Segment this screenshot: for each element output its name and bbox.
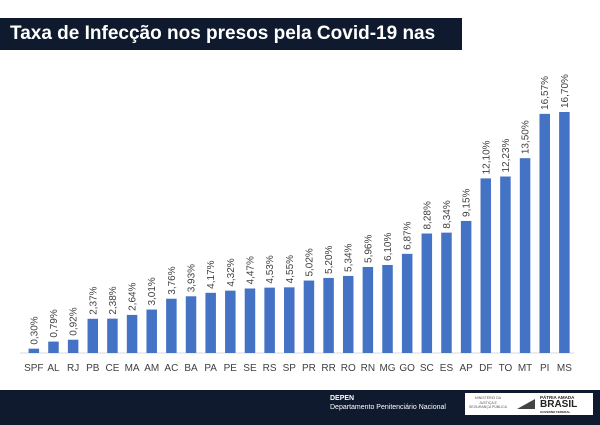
data-label-AM: 3,01% — [147, 277, 158, 305]
data-label-SP: 4,55% — [285, 255, 296, 283]
bar-AL — [48, 341, 59, 353]
org-info: DEPEN Departamento Penitenciário Naciona… — [330, 394, 446, 412]
x-tick-label-PR: PR — [302, 363, 316, 374]
brasil-logo-shape — [517, 399, 535, 409]
data-label-MG: 6,10% — [383, 233, 394, 261]
bar-PI — [539, 113, 550, 353]
bar-MT — [519, 158, 531, 353]
x-tick-label-TO: TO — [499, 363, 513, 374]
bar-PR — [303, 280, 315, 353]
bar-RN — [362, 266, 374, 353]
data-label-SPF: 0,30% — [29, 316, 40, 344]
bar-SP — [284, 287, 295, 353]
x-tick-label-RO: RO — [341, 363, 356, 374]
bar-AM — [146, 309, 157, 353]
data-label-ES: 8,34% — [442, 200, 453, 228]
x-tick-label-PI: PI — [540, 363, 549, 374]
bar-AC — [166, 298, 177, 353]
x-tick-label-RJ: RJ — [67, 363, 79, 374]
bar-MS — [559, 112, 570, 353]
government-logo: MINISTÉRIO DA JUSTIÇA E SEGURANÇA PÚBLIC… — [465, 393, 593, 415]
data-label-RJ: 0,92% — [69, 307, 80, 335]
data-label-PB: 2,37% — [88, 286, 99, 314]
ministry-logo: MINISTÉRIO DA JUSTIÇA E SEGURANÇA PÚBLIC… — [469, 396, 507, 409]
data-label-RO: 5,34% — [344, 243, 355, 271]
data-label-MS: 16,70% — [560, 74, 571, 108]
x-tick-label-AM: AM — [144, 363, 159, 374]
bar-MA — [126, 314, 138, 353]
bar-RJ — [67, 339, 79, 353]
org-short: DEPEN — [330, 395, 355, 402]
x-tick-label-MA: MA — [125, 363, 140, 374]
bar-SE — [244, 288, 256, 353]
bar-SPF — [28, 348, 40, 353]
data-label-AC: 3,76% — [167, 266, 178, 294]
org-name: Departamento Penitenciário Nacional — [330, 404, 446, 411]
bar-AP — [460, 220, 472, 353]
data-label-SE: 4,47% — [245, 256, 256, 284]
bar-RR — [323, 277, 334, 353]
bar-chart: 0,30% 0,79% 0,92% 2,37% 2,38% 2,64% 3,01% 3,76%… — [20, 74, 575, 374]
x-tick-label-RS: RS — [263, 363, 277, 374]
x-tick-label-ES: ES — [440, 363, 454, 374]
bar-RO — [342, 275, 354, 353]
x-tick-label-CE: CE — [105, 363, 119, 374]
bar-BA — [185, 296, 197, 353]
bar-GO — [401, 253, 413, 353]
data-label-PE: 4,32% — [226, 258, 237, 286]
x-tick-label-RR: RR — [321, 363, 335, 374]
bar-DF — [480, 178, 492, 353]
data-label-BA: 3,93% — [187, 264, 198, 292]
data-label-CE: 2,38% — [108, 286, 119, 314]
bar-RS — [264, 287, 275, 353]
x-tick-label-SPF: SPF — [24, 363, 43, 374]
data-label-MA: 2,64% — [128, 282, 139, 310]
x-tick-label-PE: PE — [224, 363, 238, 374]
data-label-RS: 4,53% — [265, 255, 276, 283]
x-tick-label-PB: PB — [86, 363, 100, 374]
x-tick-label-GO: GO — [399, 363, 415, 374]
x-tick-label-RN: RN — [361, 363, 375, 374]
x-tick-label-PA: PA — [204, 363, 217, 374]
x-tick-label-SC: SC — [420, 363, 434, 374]
bar-SC — [421, 233, 433, 353]
x-tick-label-AL: AL — [47, 363, 60, 374]
chart-title: Taxa de Infecção nos presos pela Covid-1… — [0, 18, 462, 76]
data-label-AL: 0,79% — [49, 309, 60, 337]
x-tick-label-MS: MS — [557, 363, 572, 374]
brasil-logo: PÁTRIA AMADA BRASIL GOVERNO FEDERAL — [540, 395, 578, 414]
data-label-TO: 12,23% — [501, 138, 512, 172]
bar-PE — [225, 290, 236, 353]
data-label-RR: 5,20% — [324, 245, 335, 273]
x-tick-label-MG: MG — [379, 363, 395, 374]
bar-MG — [382, 264, 393, 353]
data-label-AP: 9,15% — [462, 188, 473, 216]
data-label-PR: 5,02% — [304, 248, 315, 276]
bar-TO — [500, 176, 511, 353]
data-label-PA: 4,17% — [206, 260, 217, 288]
x-tick-label-AP: AP — [459, 363, 473, 374]
x-tick-label-AC: AC — [164, 363, 178, 374]
x-tick-label-BA: BA — [184, 363, 198, 374]
data-label-DF: 12,10% — [481, 140, 492, 174]
bar-ES — [441, 232, 452, 353]
x-tick-label-SE: SE — [243, 363, 257, 374]
bar-PB — [87, 318, 99, 353]
data-label-PI: 16,57% — [540, 76, 551, 110]
data-label-MT: 13,50% — [521, 120, 532, 154]
bar-PA — [205, 292, 216, 353]
data-label-RN: 5,96% — [363, 235, 374, 263]
x-tick-label-SP: SP — [283, 363, 297, 374]
data-label-GO: 6,87% — [403, 221, 414, 249]
x-tick-label-MT: MT — [518, 363, 532, 374]
data-label-SC: 8,28% — [422, 201, 433, 229]
bar-CE — [107, 318, 118, 353]
x-tick-label-DF: DF — [479, 363, 492, 374]
